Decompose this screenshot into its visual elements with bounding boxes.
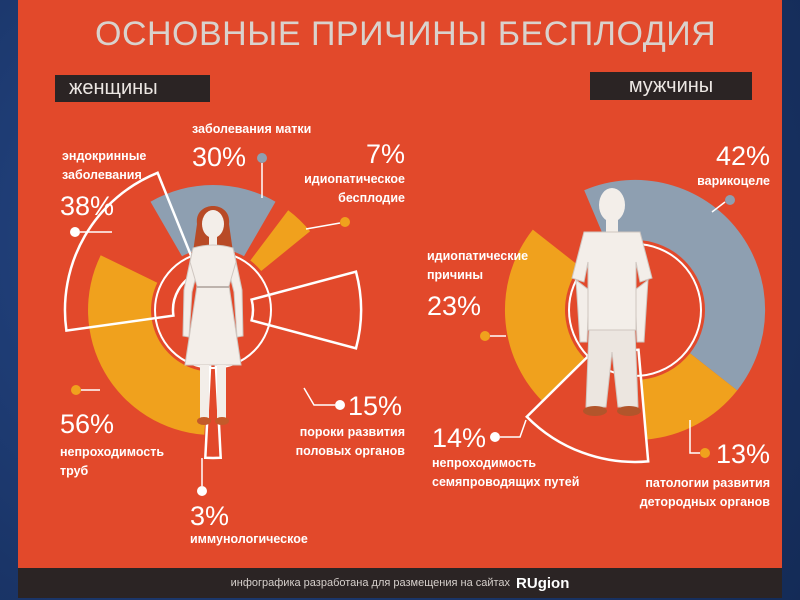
man-right-shoe	[617, 406, 641, 416]
woman-dress	[184, 244, 242, 366]
men-pct-reproductive: 13%	[715, 439, 770, 469]
women-pct-uterus: 30%	[192, 142, 247, 172]
pointer-dot-malformations	[335, 400, 345, 410]
women-pct-idiopathic: 7%	[365, 139, 405, 169]
women-pct-endocrine: 38%	[60, 191, 115, 221]
man-neck	[606, 219, 618, 233]
women-header-bar: женщины	[55, 75, 210, 102]
men-label-vas-deferens: непроходимость семяпроводящих путей	[432, 456, 580, 489]
men-pct-vas-deferens: 14%	[432, 423, 487, 453]
pointer-dot-tubes	[71, 385, 81, 395]
pointer-line-reproductive	[689, 420, 700, 454]
footer-bar: инфографика разработана для размещения н…	[18, 568, 782, 598]
man-pants	[585, 329, 639, 408]
woman-left-leg	[200, 365, 209, 419]
pointer-line-varicocele	[711, 201, 726, 213]
chart-men-segment-3	[504, 229, 586, 402]
pointer-dot-idiopathic-men	[480, 331, 490, 341]
woman-neck	[209, 236, 217, 246]
woman-left-shoe	[197, 417, 211, 425]
man-head	[599, 188, 625, 222]
pointer-dot-idiopathic-women	[340, 217, 350, 227]
man-figure	[571, 188, 653, 416]
women-pct-tubes: 56%	[60, 409, 115, 439]
footer-text: инфографика разработана для размещения н…	[230, 577, 511, 589]
chart-women-segment-5	[63, 171, 200, 333]
woman-right-shoe	[215, 417, 229, 425]
women-pct-immunological: 3%	[190, 501, 230, 531]
page-title: ОСНОВНЫЕ ПРИЧИНЫ БЕСПЛОДИЯ	[95, 15, 717, 53]
men-pct-idiopathic: 23%	[427, 291, 482, 321]
men-label-reproductive: патологии развития детородных органов	[639, 476, 770, 509]
man-left-arm	[575, 278, 590, 343]
chart-women-segment-1	[250, 210, 311, 271]
pointer-dot-immunological	[197, 486, 207, 496]
men-pct-varicocele: 42%	[715, 141, 770, 171]
men-label-idiopathic: идиопатические причины	[427, 249, 529, 282]
women-label-malformations: пороки развития половых органов	[295, 425, 405, 458]
men-label-varicocele: варикоцеле	[697, 174, 770, 188]
footer-brand-logo: RUgion	[516, 574, 570, 592]
men-header-bar: мужчины	[590, 72, 752, 100]
women-label-endocrine: эндокринные заболевания	[62, 149, 147, 182]
chart-women-segment-4	[88, 255, 209, 435]
woman-figure	[182, 206, 244, 425]
pointer-line-malformations	[303, 387, 335, 406]
women-label-idiopathic: идиопатическое бесплодие	[304, 172, 405, 205]
women-label-tubes: непроходимость труб	[60, 445, 165, 478]
man-right-arm	[634, 278, 649, 343]
woman-right-leg	[217, 365, 226, 419]
pointer-dot-vas-deferens	[490, 432, 500, 442]
man-left-shoe	[583, 406, 607, 416]
pointer-dot-endocrine	[70, 227, 80, 237]
women-header-label: женщины	[69, 77, 158, 99]
pointer-dot-varicocele	[725, 195, 735, 205]
chart-women-segment-2	[250, 270, 363, 350]
woman-head	[202, 210, 224, 238]
pointer-dot-uterus	[257, 153, 267, 163]
women-label-immunological: иммунологическое	[190, 532, 308, 546]
pointer-dot-reproductive	[700, 448, 710, 458]
women-pct-malformations: 15%	[348, 391, 403, 421]
chart-men-segment-1	[641, 353, 738, 440]
pointer-line-vas-deferens	[500, 419, 527, 438]
pointer-line-idiopathic-women	[305, 222, 341, 230]
women-label-uterus: заболевания матки	[192, 122, 312, 136]
man-shirt	[571, 231, 653, 331]
